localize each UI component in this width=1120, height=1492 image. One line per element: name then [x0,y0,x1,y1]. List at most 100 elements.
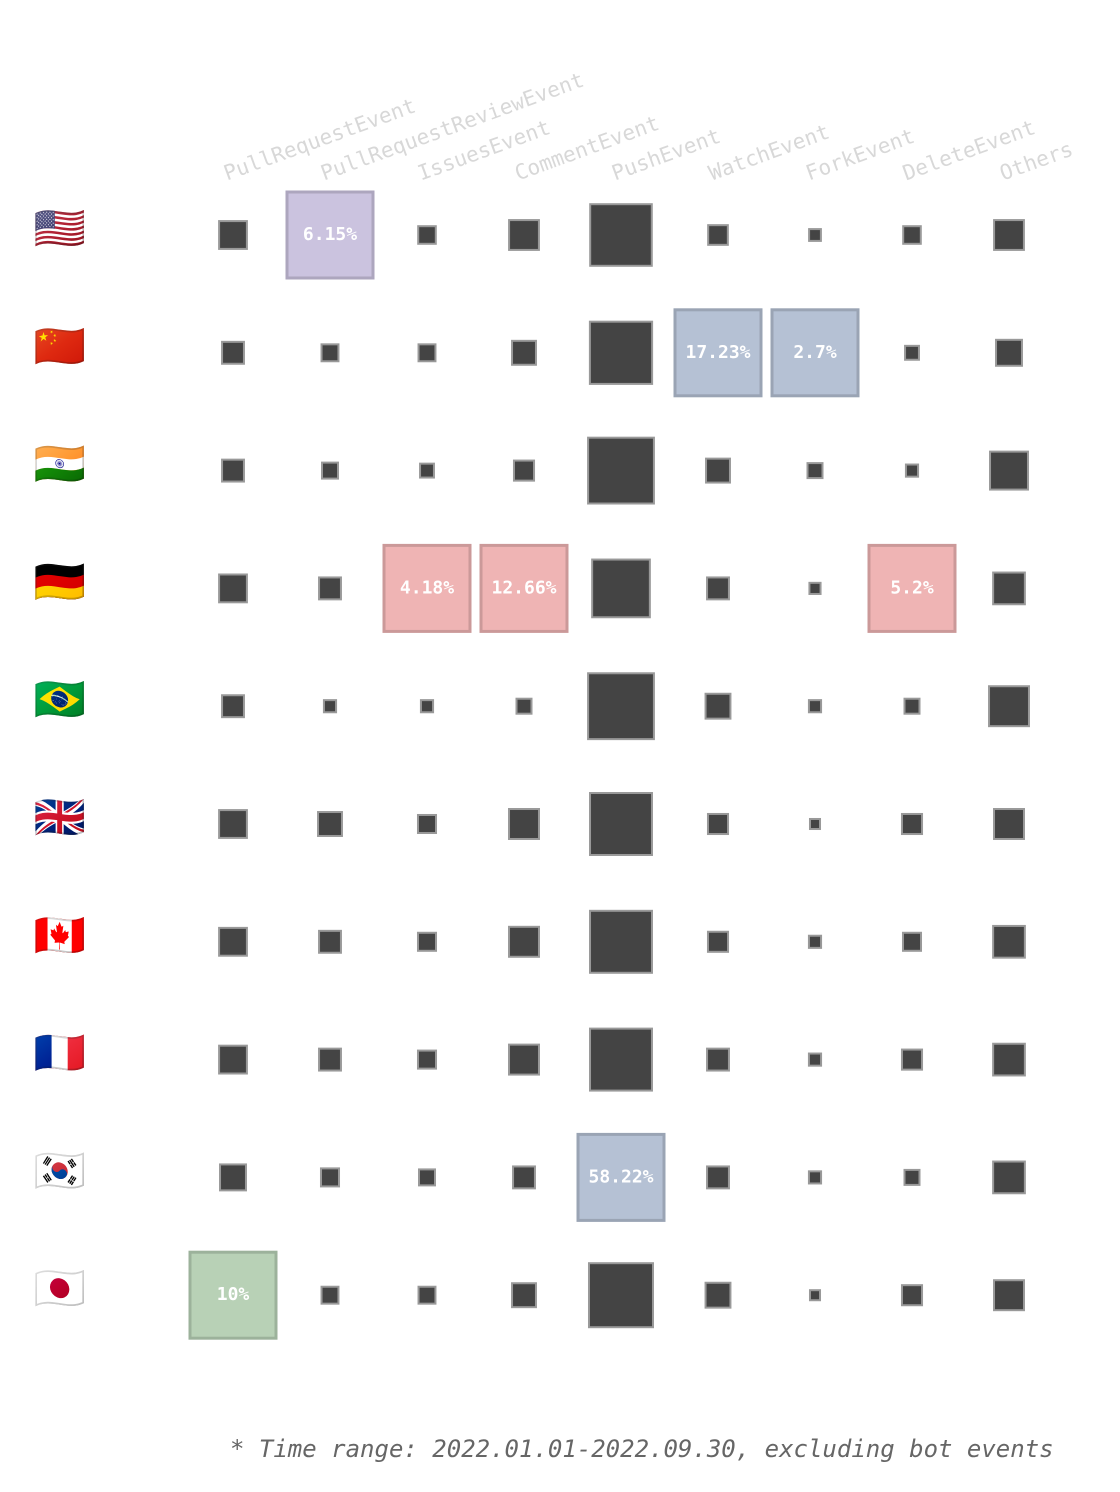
cell-square [993,808,1025,840]
value-label: 58.22% [588,1166,653,1187]
cell-square [704,1281,732,1309]
cell-square [900,1048,924,1071]
highlight-cell [673,308,763,398]
value-label: 2.7% [793,342,837,363]
value-label: 10% [217,1284,250,1305]
cell-square [588,320,654,385]
cell-square [512,459,536,482]
cell-square [416,1049,438,1070]
cell-square [417,225,437,245]
cell-square [992,571,1026,606]
cell-square [903,697,921,715]
row-flag: 🇨🇦 [34,910,86,959]
value-label: 17.23% [685,342,750,363]
cell-square [589,909,653,974]
cell-square [993,1279,1025,1312]
value-label: 6.15% [303,224,357,245]
cell-square [902,225,922,245]
cell-square [417,1285,437,1305]
row-flag: 🇩🇪 [34,557,86,606]
highlight-cell [867,543,957,633]
highlight-cell [285,190,375,280]
cell-square [900,1284,924,1307]
row-flag: 🇰🇷 [34,1146,86,1195]
cell-square [589,203,653,267]
row-flag: 🇨🇳 [34,321,86,370]
cell-square [993,219,1025,251]
cell-square [322,699,338,714]
cell-square [508,219,540,251]
cell-square [904,344,920,361]
cell-square [219,1163,247,1192]
cell-square [318,1047,342,1072]
cell-square [808,1289,822,1302]
cell-square [221,458,245,483]
cell-square [706,576,730,601]
cell-square [587,1262,655,1329]
value-label: 5.2% [890,577,934,598]
cell-square [419,462,435,479]
cell-square [705,457,731,484]
cell-square [591,558,651,619]
cell-square [418,1168,436,1187]
cell-square [706,930,730,953]
cell-square [321,461,339,480]
cell-square [416,931,438,952]
cell-square [808,817,822,831]
cell-square [320,1285,340,1305]
cell-square [218,926,248,957]
row-flag: 🇧🇷 [34,675,86,724]
cell-square [511,339,537,366]
row-flag: 🇫🇷 [34,1028,86,1077]
cell-square [319,1167,341,1188]
cell-square [995,338,1023,367]
cell-square [707,224,729,246]
cell-square [587,436,655,505]
cell-square [218,220,248,250]
cell-square [807,1052,823,1067]
cell-square [706,812,730,836]
cell-square [706,1047,730,1072]
cell-square [221,694,245,719]
cell-square [807,934,823,949]
cell-square [900,812,924,836]
cell-square [904,463,920,478]
cell-square [989,450,1029,491]
cell-square [317,811,343,837]
cell-square [218,1044,248,1075]
cell-square [988,685,1030,728]
row-flag: 🇬🇧 [34,793,86,842]
highlight-cell [576,1132,666,1222]
cell-square [218,573,248,604]
cell-square [508,808,540,840]
cell-square [221,340,245,365]
cell-square [806,462,824,480]
cell-square [808,228,822,242]
highlight-cell [479,543,569,633]
highlight-cell [770,308,860,398]
cell-square [706,1165,730,1190]
cell-square [704,692,732,720]
cell-square [508,925,540,958]
cell-square [807,699,823,714]
highlight-cell [382,543,472,633]
cell-square [515,697,533,715]
row-flag: 🇺🇸 [34,204,86,253]
value-label: 12.66% [491,577,556,598]
cell-square [901,931,923,952]
cell-square [318,576,342,601]
row-flag: 🇮🇳 [34,439,86,488]
cell-square [419,699,435,714]
cell-square [512,1165,536,1190]
cell-square [808,581,822,595]
cell-square [318,929,342,954]
footnote: * Time range: 2022.01.01-2022.09.30, exc… [230,1435,1054,1463]
cell-square [992,924,1026,959]
cell-square [320,343,340,363]
cell-square [992,1160,1026,1195]
cell-square [589,1027,653,1092]
value-label: 4.18% [400,577,454,598]
highlight-cell [188,1250,278,1340]
cell-square [416,813,438,835]
